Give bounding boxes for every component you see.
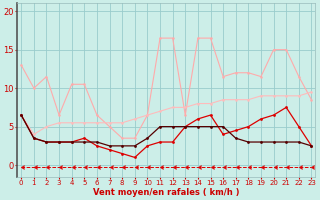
X-axis label: Vent moyen/en rafales ( km/h ): Vent moyen/en rafales ( km/h ) xyxy=(93,188,240,197)
